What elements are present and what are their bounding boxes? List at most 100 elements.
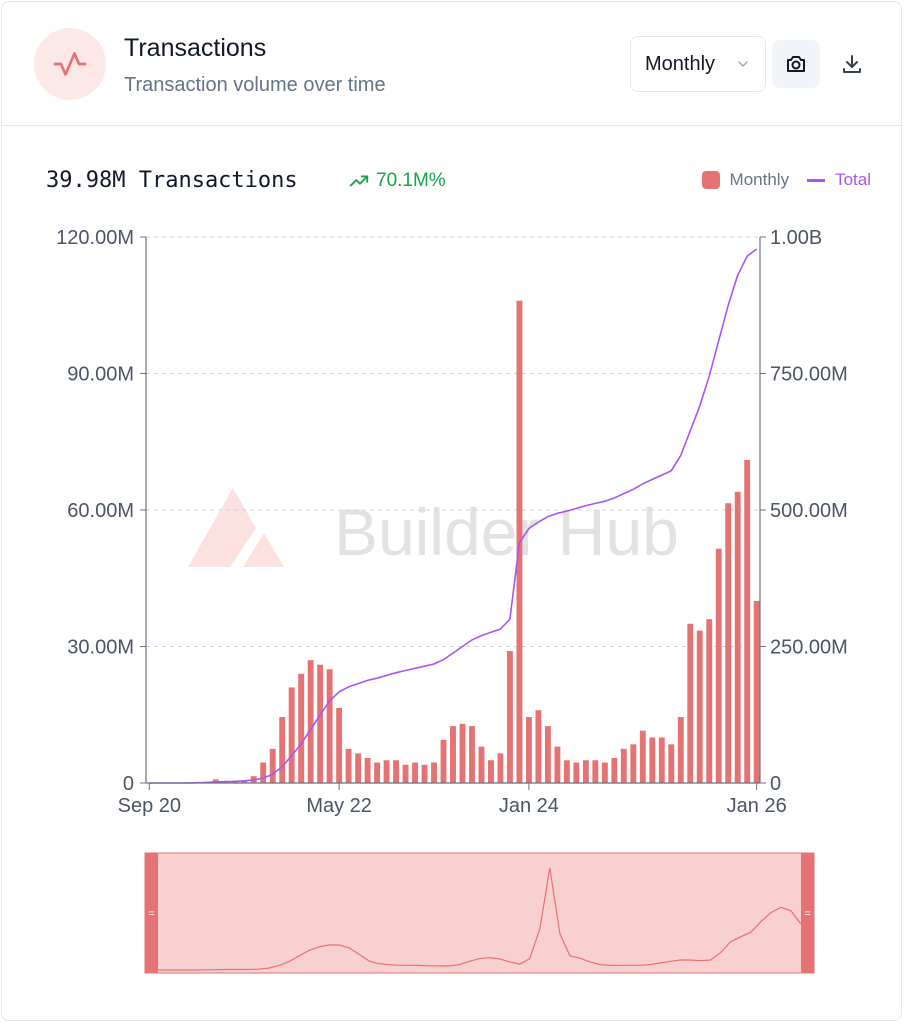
bar-2024-04[interactable] (554, 746, 561, 783)
brush-selection[interactable] (144, 852, 815, 974)
bar-2024-06[interactable] (573, 762, 580, 783)
left-axis-ticks: 0 30.00M 60.00M 90.00M 120.00M (56, 227, 146, 795)
bar-2022-05[interactable] (336, 707, 343, 783)
right-tick-label: 750.00M (770, 364, 848, 386)
bar-2024-08[interactable] (592, 760, 599, 783)
right-tick-label: 250.00M (770, 637, 848, 659)
left-tick-label: 60.00M (67, 500, 134, 522)
bar-2025-05[interactable] (677, 717, 684, 783)
screenshot-button[interactable] (772, 40, 820, 88)
bar-2021-12[interactable] (288, 687, 295, 783)
bar-2023-02[interactable] (421, 764, 428, 783)
bar-2025-11[interactable] (734, 491, 741, 783)
download-button[interactable] (828, 40, 876, 88)
bar-2022-01[interactable] (298, 673, 305, 783)
brush-handle-right[interactable] (801, 853, 814, 973)
x-tick-label: Jan 26 (727, 795, 787, 817)
legend-swatch-monthly (701, 171, 720, 189)
bar-2022-08[interactable] (364, 757, 371, 783)
right-tick-label: 0 (770, 773, 781, 795)
bar-2025-12[interactable] (744, 459, 751, 783)
bar-2024-05[interactable] (563, 760, 570, 783)
range-brush[interactable]: = = (144, 852, 815, 974)
bar-2023-03[interactable] (431, 762, 437, 783)
right-tick-label: 1.00B (770, 227, 822, 249)
left-tick-label: 90.00M (67, 364, 134, 386)
bar-2025-04[interactable] (668, 744, 675, 783)
bar-2022-06[interactable] (345, 748, 352, 783)
bar-2022-09[interactable] (374, 762, 381, 783)
bar-2022-12[interactable] (402, 764, 409, 783)
bar-2025-10[interactable] (725, 503, 732, 783)
bar-2021-11[interactable] (279, 717, 286, 783)
period-select-value: Monthly (645, 52, 716, 75)
bar-2023-10[interactable] (497, 753, 504, 783)
brush-handle-right-grip-icon: = (804, 908, 810, 920)
bar-2024-03[interactable] (544, 726, 551, 783)
chart-legend: Monthly Total (701, 170, 871, 190)
bar-2024-09[interactable] (601, 762, 608, 783)
bar-2023-06[interactable] (459, 723, 466, 783)
bar-2024-01[interactable] (525, 717, 532, 783)
chevron-down-icon (738, 61, 748, 67)
bar-2021-09[interactable] (260, 762, 267, 783)
bar-2024-11[interactable] (620, 748, 627, 783)
period-select[interactable]: Monthly (630, 36, 766, 92)
x-tick-label: Jan 24 (499, 795, 559, 817)
brush-handle-left-grip-icon: = (148, 908, 154, 920)
bar-2024-12[interactable] (630, 744, 637, 783)
brush-preview-line (158, 867, 802, 971)
bar-2025-02[interactable] (649, 737, 656, 784)
bar-2022-11[interactable] (393, 760, 400, 783)
bar-2025-09[interactable] (715, 548, 722, 783)
legend-swatch-total (807, 178, 826, 182)
activity-icon (53, 52, 87, 76)
watermark: Builder Hub (188, 488, 679, 569)
bar-2024-10[interactable] (611, 757, 618, 783)
card-title: Transactions (124, 34, 267, 62)
legend-label-total[interactable]: Total (835, 170, 871, 189)
bar-2022-04[interactable] (326, 669, 333, 783)
bar-2021-10[interactable] (269, 748, 276, 783)
grid-lines (146, 236, 760, 647)
bar-2023-01[interactable] (412, 762, 418, 783)
bar-2025-01[interactable] (639, 730, 646, 783)
bar-2025-06[interactable] (687, 623, 694, 783)
bar-2023-09[interactable] (488, 760, 494, 783)
brush-handle-left[interactable] (145, 853, 158, 973)
bar-2024-02[interactable] (535, 710, 542, 783)
trending-up-icon (349, 175, 369, 187)
x-tick-label: May 22 (306, 795, 372, 817)
bar-2021-07[interactable] (241, 780, 248, 783)
total-transactions-label: 39.98M Transactions (46, 168, 298, 193)
bar-2022-10[interactable] (383, 760, 390, 783)
growth-value: 70.1M% (376, 170, 446, 191)
bar-2025-03[interactable] (658, 737, 665, 784)
chart-icon-badge (34, 28, 106, 100)
bar-2023-05[interactable] (450, 726, 456, 783)
watermark-logo-icon (188, 488, 256, 567)
download-icon (843, 55, 861, 73)
camera-icon (787, 56, 805, 72)
bar-2024-07[interactable] (582, 760, 589, 783)
left-tick-label: 0 (123, 773, 134, 795)
bar-2022-07[interactable] (355, 753, 362, 783)
bar-2022-02[interactable] (307, 660, 314, 783)
bar-2023-04[interactable] (440, 739, 447, 783)
right-tick-label: 500.00M (770, 500, 848, 522)
bar-2022-03[interactable] (317, 664, 324, 783)
total-line (149, 248, 758, 784)
bar-2025-08[interactable] (706, 619, 713, 783)
left-tick-label: 120.00M (56, 227, 134, 249)
x-tick-label: Sep 20 (118, 795, 181, 817)
bar-2023-08[interactable] (478, 746, 485, 783)
left-tick-label: 30.00M (67, 637, 134, 659)
bar-2026-01[interactable] (753, 601, 760, 783)
bar-2023-11[interactable] (506, 651, 513, 783)
card-subtitle: Transaction volume over time (124, 74, 386, 96)
watermark-text: Builder Hub (334, 495, 679, 569)
bar-2023-07[interactable] (469, 726, 475, 783)
bar-2025-07[interactable] (696, 630, 703, 783)
legend-label-monthly[interactable]: Monthly (729, 170, 790, 189)
